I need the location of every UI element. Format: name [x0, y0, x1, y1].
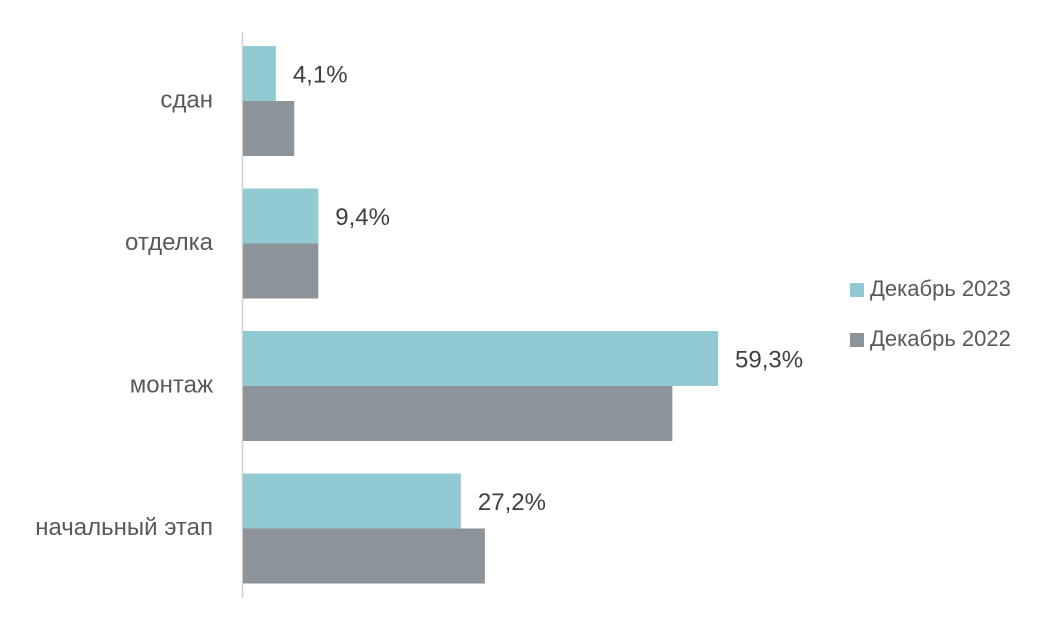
legend-label: Декабрь 2023 [870, 276, 1011, 301]
bar [243, 46, 276, 101]
category-label: монтаж [130, 371, 213, 398]
legend-label: Декабрь 2022 [870, 326, 1011, 351]
bar [243, 386, 673, 441]
category-label: начальный этап [35, 514, 213, 541]
data-label: 9,4% [335, 204, 390, 231]
bar [243, 243, 319, 299]
bar [243, 331, 718, 386]
bar [243, 473, 461, 529]
category-label: сдан [160, 86, 213, 113]
bar [243, 188, 319, 244]
legend-swatch [850, 333, 864, 347]
legend-swatch [850, 283, 864, 297]
bar [243, 101, 295, 156]
data-label: 27,2% [478, 489, 546, 516]
category-label: отделка [125, 229, 214, 256]
bar [243, 528, 485, 584]
data-label: 59,3% [735, 346, 803, 373]
data-label: 4,1% [293, 61, 348, 88]
